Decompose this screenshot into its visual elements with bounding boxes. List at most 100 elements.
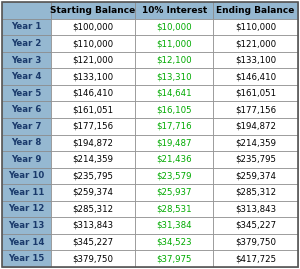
Bar <box>2 2 51 19</box>
Text: $194,872: $194,872 <box>73 138 113 147</box>
Text: Year 7: Year 7 <box>11 122 42 131</box>
Text: $259,374: $259,374 <box>73 188 113 197</box>
Bar <box>135 68 213 85</box>
Text: $28,531: $28,531 <box>156 204 192 213</box>
Text: $146,410: $146,410 <box>72 89 114 98</box>
Text: $177,156: $177,156 <box>235 105 276 114</box>
Text: Year 14: Year 14 <box>8 238 45 246</box>
Bar <box>213 151 298 168</box>
Bar <box>213 52 298 68</box>
Text: $417,725: $417,725 <box>235 254 276 263</box>
Bar <box>2 118 51 134</box>
Bar <box>213 101 298 118</box>
Text: $194,872: $194,872 <box>235 122 276 131</box>
Bar <box>51 168 135 184</box>
Bar <box>135 151 213 168</box>
Bar <box>2 217 51 234</box>
Text: $133,100: $133,100 <box>72 72 114 81</box>
Text: 10% Interest: 10% Interest <box>142 6 207 15</box>
Text: $146,410: $146,410 <box>235 72 276 81</box>
Bar <box>213 68 298 85</box>
Bar <box>2 184 51 201</box>
Bar <box>2 151 51 168</box>
Bar <box>51 68 135 85</box>
Text: Year 11: Year 11 <box>8 188 45 197</box>
Bar <box>51 118 135 134</box>
Text: $345,227: $345,227 <box>235 221 276 230</box>
Text: $13,310: $13,310 <box>156 72 192 81</box>
Text: $110,000: $110,000 <box>72 39 114 48</box>
Text: $177,156: $177,156 <box>72 122 114 131</box>
Bar <box>135 35 213 52</box>
Bar <box>213 2 298 19</box>
Bar <box>213 85 298 101</box>
Text: $161,051: $161,051 <box>72 105 114 114</box>
Bar <box>51 85 135 101</box>
Text: Year 6: Year 6 <box>11 105 42 114</box>
Text: $313,843: $313,843 <box>72 221 114 230</box>
Bar <box>213 250 298 267</box>
Text: $345,227: $345,227 <box>72 238 114 246</box>
Bar <box>135 184 213 201</box>
Bar <box>213 19 298 35</box>
Bar <box>51 35 135 52</box>
Text: $214,359: $214,359 <box>73 155 113 164</box>
Text: $10,000: $10,000 <box>156 23 192 31</box>
Bar <box>135 101 213 118</box>
Text: $19,487: $19,487 <box>157 138 192 147</box>
Text: $379,750: $379,750 <box>73 254 113 263</box>
Bar <box>135 201 213 217</box>
Bar <box>135 217 213 234</box>
Text: Year 15: Year 15 <box>8 254 45 263</box>
Text: $100,000: $100,000 <box>72 23 114 31</box>
Bar <box>2 168 51 184</box>
Bar <box>51 19 135 35</box>
Text: $14,641: $14,641 <box>156 89 192 98</box>
Bar <box>51 234 135 250</box>
Bar <box>135 85 213 101</box>
Text: Year 5: Year 5 <box>11 89 42 98</box>
Text: $214,359: $214,359 <box>235 138 276 147</box>
Text: $379,750: $379,750 <box>235 238 276 246</box>
Bar <box>51 250 135 267</box>
Text: $161,051: $161,051 <box>235 89 276 98</box>
Bar <box>51 184 135 201</box>
Text: Year 1: Year 1 <box>11 23 42 31</box>
Text: $21,436: $21,436 <box>156 155 192 164</box>
Text: $34,523: $34,523 <box>156 238 192 246</box>
Text: $121,000: $121,000 <box>235 39 276 48</box>
Bar <box>51 151 135 168</box>
Text: Year 2: Year 2 <box>11 39 42 48</box>
Bar <box>213 35 298 52</box>
Text: $12,100: $12,100 <box>156 56 192 65</box>
Text: $235,795: $235,795 <box>73 171 113 180</box>
Bar <box>51 101 135 118</box>
Bar <box>51 2 135 19</box>
Bar <box>135 250 213 267</box>
Bar <box>213 234 298 250</box>
Bar <box>51 52 135 68</box>
Text: $285,312: $285,312 <box>235 188 276 197</box>
Bar <box>213 201 298 217</box>
Text: Year 8: Year 8 <box>11 138 42 147</box>
Bar <box>2 134 51 151</box>
Bar <box>2 250 51 267</box>
Bar <box>2 85 51 101</box>
Text: $313,843: $313,843 <box>235 204 276 213</box>
Text: Starting Balance: Starting Balance <box>50 6 136 15</box>
Bar <box>213 184 298 201</box>
Text: Ending Balance: Ending Balance <box>216 6 295 15</box>
Bar <box>51 134 135 151</box>
Bar <box>2 52 51 68</box>
Text: Year 13: Year 13 <box>8 221 45 230</box>
Text: Year 12: Year 12 <box>8 204 45 213</box>
Bar <box>2 19 51 35</box>
Bar <box>213 118 298 134</box>
Text: Year 3: Year 3 <box>11 56 42 65</box>
Text: $121,000: $121,000 <box>72 56 114 65</box>
Bar <box>135 234 213 250</box>
Bar <box>2 68 51 85</box>
Text: $37,975: $37,975 <box>157 254 192 263</box>
Text: $110,000: $110,000 <box>235 23 276 31</box>
Bar <box>213 217 298 234</box>
